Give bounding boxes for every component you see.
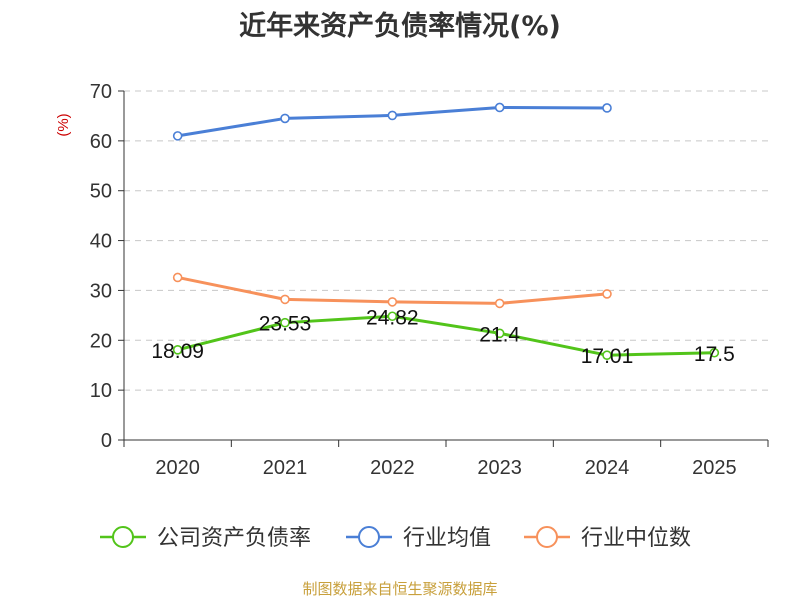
data-point bbox=[172, 131, 183, 141]
legend-label: 行业中位数 bbox=[581, 525, 691, 550]
data-point bbox=[494, 328, 505, 339]
data-label: 17.01 bbox=[581, 345, 634, 368]
legend-marker bbox=[112, 526, 134, 548]
data-point bbox=[709, 347, 720, 358]
data-point bbox=[387, 110, 398, 121]
x-tick-label: 2023 bbox=[477, 457, 522, 479]
y-tick-label: 20 bbox=[90, 330, 112, 352]
legend-marker bbox=[358, 526, 380, 548]
data-point bbox=[172, 272, 183, 283]
data-point bbox=[602, 289, 612, 299]
y-tick-label: 50 bbox=[90, 181, 112, 203]
data-label: 23.53 bbox=[259, 313, 312, 336]
data-point bbox=[280, 317, 290, 328]
x-tick-label: 2021 bbox=[263, 457, 308, 479]
data-point bbox=[280, 113, 290, 124]
x-tick-label: 2020 bbox=[155, 457, 200, 479]
data-label: 21.4 bbox=[479, 323, 520, 346]
y-tick-label: 10 bbox=[90, 380, 112, 402]
data-point bbox=[494, 298, 505, 309]
data-point bbox=[602, 103, 612, 113]
legend-label: 公司资产负债率 bbox=[157, 525, 311, 550]
series-line bbox=[177, 314, 715, 357]
legend-marker bbox=[536, 526, 558, 548]
chart-title: 近年来资产负债率情况(%) bbox=[239, 11, 561, 42]
data-point bbox=[387, 297, 398, 307]
data-point bbox=[280, 294, 290, 305]
source-note: 制图数据来自恒生聚源数据库 bbox=[302, 580, 498, 598]
data-label: 17.5 bbox=[694, 343, 735, 366]
data-label: 18.09 bbox=[151, 340, 204, 363]
data-point bbox=[387, 311, 398, 322]
y-axis-label: (%) bbox=[55, 113, 72, 136]
y-tick-label: 40 bbox=[90, 231, 112, 253]
y-tick-label: 70 bbox=[90, 81, 112, 103]
y-tick-label: 30 bbox=[90, 280, 112, 302]
x-tick-label: 2024 bbox=[585, 457, 630, 479]
y-tick-label: 0 bbox=[101, 430, 112, 452]
data-point bbox=[494, 102, 505, 113]
x-tick-label: 2025 bbox=[692, 457, 737, 479]
data-point bbox=[172, 345, 183, 355]
legend-label: 行业均值 bbox=[403, 525, 491, 550]
x-tick-label: 2022 bbox=[370, 457, 415, 479]
data-point bbox=[602, 350, 612, 360]
y-tick-label: 60 bbox=[90, 131, 112, 153]
data-label: 24.82 bbox=[366, 306, 419, 329]
